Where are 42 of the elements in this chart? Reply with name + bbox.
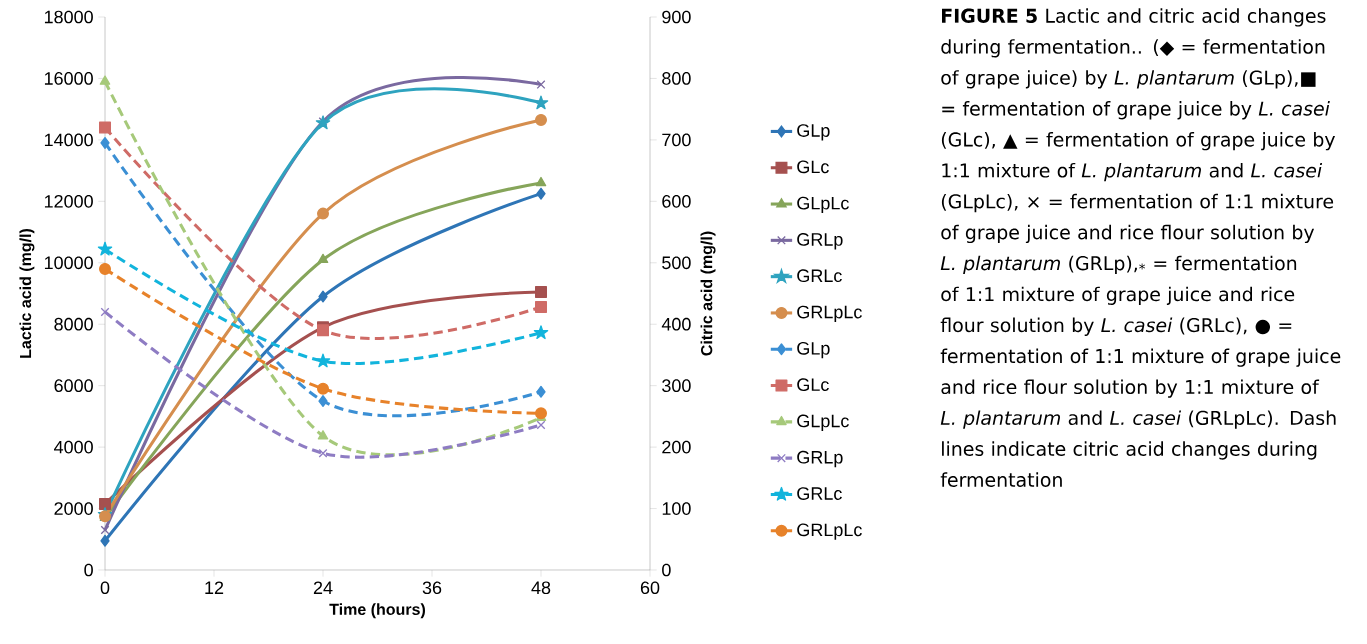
y-tick-label: 4000	[54, 440, 93, 454]
legend-label: GLc	[797, 160, 829, 174]
y2-tick-label: 200	[662, 440, 691, 454]
y-tick-label: 18000	[44, 10, 93, 24]
legend-label: GRLpLc	[797, 523, 862, 540]
legend-label: GRLc	[797, 269, 842, 283]
y-tick-label: 10000	[44, 256, 93, 270]
legend-label: GLp	[797, 341, 830, 359]
y-axis-title: Lactic acid (mg/l)	[19, 228, 35, 358]
y2-tick-label: 500	[662, 256, 691, 270]
y2-tick-label: 600	[662, 194, 691, 208]
y-tick-label: 6000	[54, 379, 93, 393]
legend-label: GLp	[797, 124, 830, 141]
y-tick-label: 2000	[54, 502, 93, 515]
legend-label: GLpLc	[797, 414, 849, 431]
x-tick-label: 36	[422, 581, 442, 595]
y2-axis-title: Citric acid (mg/l)	[700, 231, 716, 356]
chart-title: FIGURE 5 Lactic and citric acid changes during fermentation.. (◆ = fermentation of grape juice) by L. plantarum (GLp),■ = fermentation of grape juice by L. casei (GLc), ▲ = fermentation of grape juice by 1:1 mixture of L. plantarum and L. casei (GLpLc), × = fermentation of 1:1 mixture of grape juice and rice flour solution by L. plantarum (GRLp),$_{*}$ = fermentation of 1:1 mixture of grape juice and rice flour solution by L. casei (GRLc), ● = fermentation of 1:1 mixture of grape juice and rice flour solution by 1:1 mixture of L. plantarum and L. casei (GRLpLc). Dash lines indicate citric acid changes during fermentation	[940, 8, 1341, 487]
y2-tick-label: 400	[661, 317, 691, 331]
y-tick-label: 0	[84, 563, 93, 577]
x-tick-label: 60	[640, 581, 660, 595]
legend-label: GRLp	[797, 233, 843, 250]
y-tick-label: 14000	[44, 133, 93, 147]
legend-label: GRLc	[797, 487, 842, 500]
legend-label: GRLp	[797, 450, 843, 468]
y-tick-label: 12000	[44, 194, 93, 208]
legend-label: GRLpLc	[797, 305, 862, 322]
y2-tick-label: 700	[662, 133, 691, 147]
y2-tick-label: 300	[662, 379, 691, 393]
y2-tick-label: 0	[662, 563, 671, 577]
y-tick-label: 16000	[44, 72, 93, 85]
legend-label: GLpLc	[797, 196, 849, 214]
x-axis-title: Time (hours)	[329, 603, 425, 619]
legend-label: GLc	[797, 378, 829, 392]
y2-tick-label: 900	[662, 10, 691, 24]
y-tick-label: 8000	[54, 317, 93, 331]
y2-tick-label: 800	[662, 72, 691, 85]
y2-tick-label: 100	[662, 502, 691, 515]
x-tick-label: 24	[313, 581, 333, 594]
x-tick-label: 12	[205, 581, 224, 594]
x-tick-label: 48	[531, 581, 551, 595]
x-tick-label: 0	[100, 581, 110, 595]
